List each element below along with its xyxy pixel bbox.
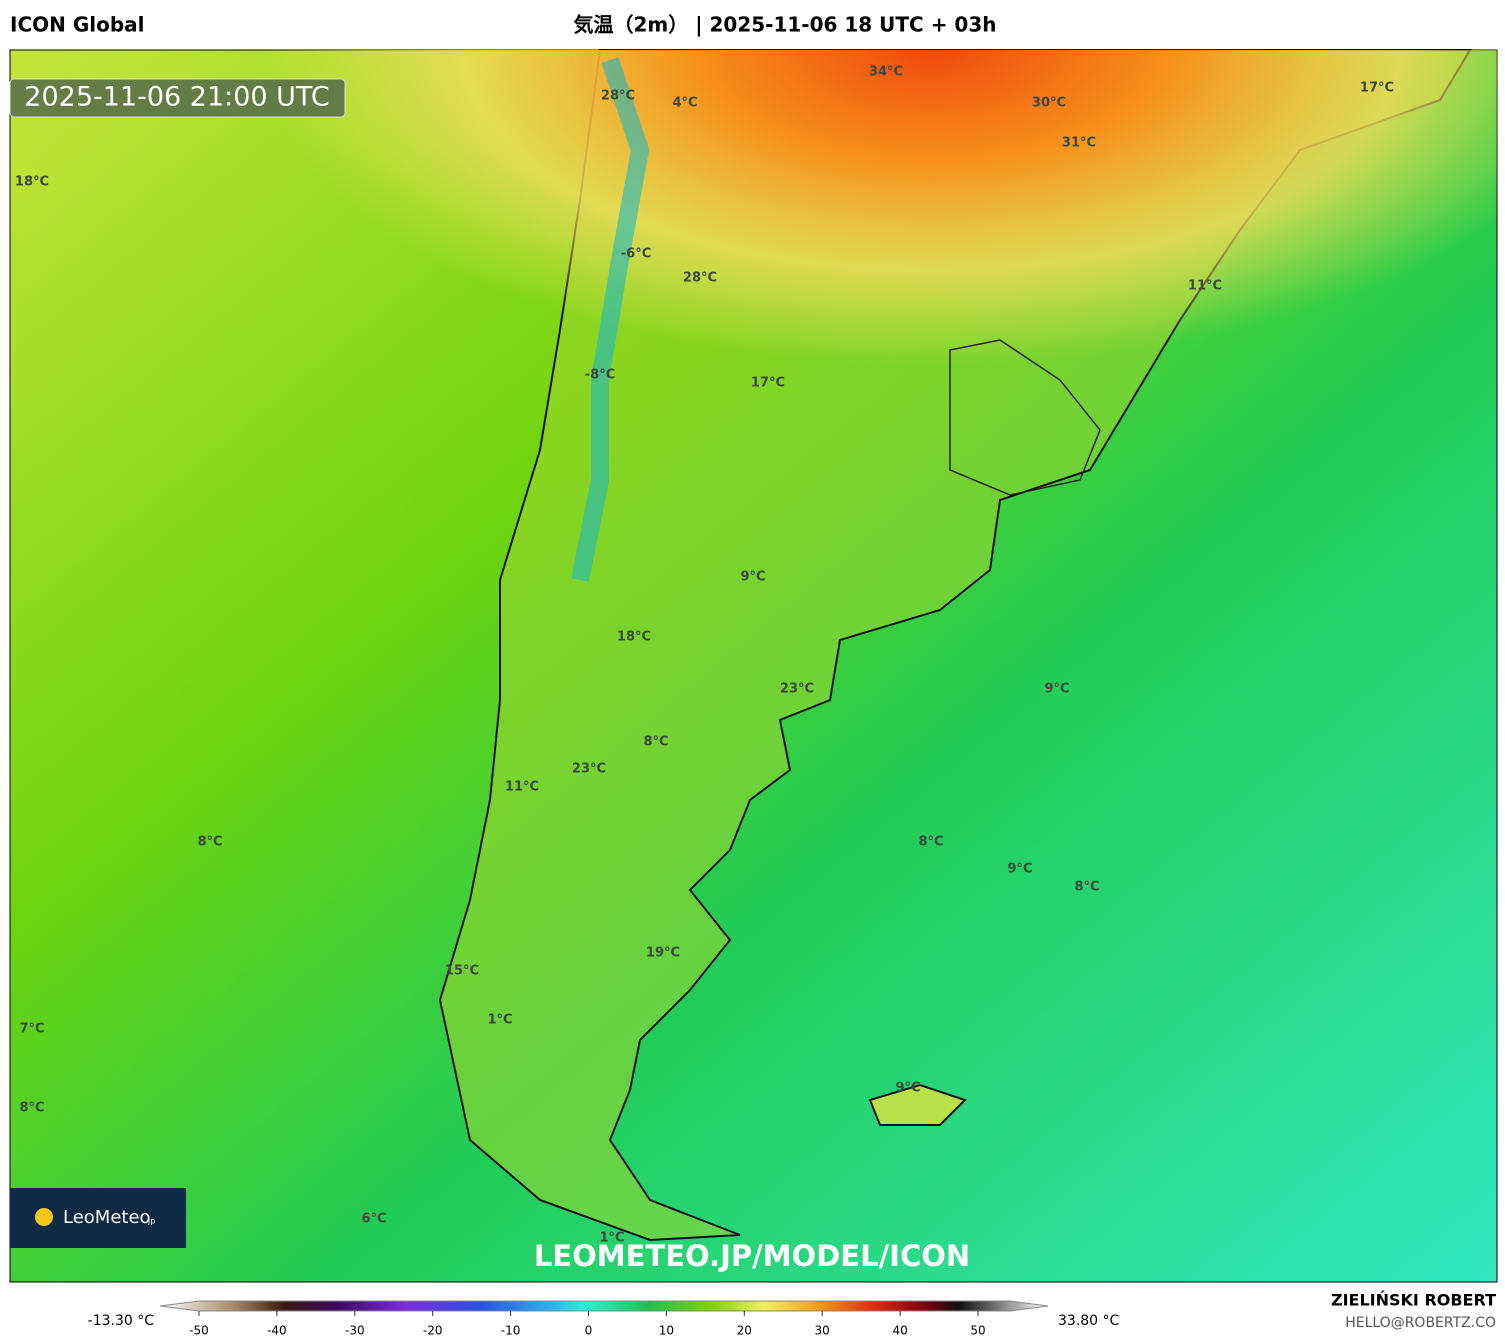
colorbar-gradient xyxy=(159,1300,1049,1312)
temperature-label: -8°C xyxy=(585,368,615,383)
contact: HELLO@ROBERTZ.CO xyxy=(1345,1315,1496,1331)
colorbar-tick-label: -50 xyxy=(189,1324,209,1338)
map-title: 気温（2m） | 2025-11-06 18 UTC + 03h xyxy=(574,13,997,37)
temperature-label: -6°C xyxy=(621,247,651,262)
timestamp: 2025-11-06 21:00 UTC xyxy=(24,82,329,113)
model-name: ICON Global xyxy=(10,13,145,37)
border xyxy=(949,339,1101,496)
colorbar-tick-label: -10 xyxy=(501,1324,521,1338)
colorbar-tick-label: 40 xyxy=(892,1324,907,1338)
colorbar-tick-label: 10 xyxy=(659,1324,674,1338)
temperature-label: 8°C xyxy=(918,835,943,850)
logo-name: LeoMeteo xyxy=(63,1207,151,1228)
logo-suffix: jp xyxy=(147,1217,155,1226)
temperature-label: 31°C xyxy=(1062,136,1096,151)
temperature-label: 28°C xyxy=(601,89,635,104)
colorbar-tick-label: 50 xyxy=(970,1324,985,1338)
andes xyxy=(571,57,650,582)
temperature-label: 19°C xyxy=(646,946,680,961)
temperature-label: 23°C xyxy=(572,762,606,777)
temperature-label: 8°C xyxy=(643,735,668,750)
temperature-label: 11°C xyxy=(1188,279,1222,294)
temperature-label: 17°C xyxy=(751,376,785,391)
temperature-label: 9°C xyxy=(1044,682,1069,697)
colorbar-tick-label: -20 xyxy=(423,1324,443,1338)
temperature-label: 18°C xyxy=(617,630,651,645)
colorbar-tick-label: -30 xyxy=(345,1324,365,1338)
colorbar-tick-label: 20 xyxy=(737,1324,752,1338)
colorbar-tick-label: 30 xyxy=(815,1324,830,1338)
temperature-label: 4°C xyxy=(672,96,697,111)
temperature-label: 28°C xyxy=(683,271,717,286)
temperature-label: 9°C xyxy=(740,570,765,585)
map: 2025-11-06 21:00 UTC 28°C 4°C 34°C 30°C 31°C… xyxy=(9,49,1498,1283)
watermark: LEOMETEO.JP/MODEL/ICON xyxy=(534,1239,970,1273)
temperature-label: 1°C xyxy=(599,1231,624,1246)
temperature-label: 17°C xyxy=(1360,81,1394,96)
temperature-label: 30°C xyxy=(1032,96,1066,111)
colorbar-tick-label: 0 xyxy=(585,1324,593,1338)
temperature-label: 7°C xyxy=(19,1022,44,1037)
colorbar-max: 33.80 °C xyxy=(1058,1313,1120,1329)
temperature-label: 18°C xyxy=(15,175,49,190)
temperature-label: 8°C xyxy=(1074,880,1099,895)
colorbar-tick-label: -40 xyxy=(267,1324,287,1338)
colorbar-min: -13.30 °C xyxy=(88,1313,155,1329)
islands xyxy=(868,1083,967,1126)
heat-overlay xyxy=(10,50,1497,750)
temperature-label: 9°C xyxy=(895,1081,920,1096)
temperature-label: 1°C xyxy=(487,1013,512,1028)
colorbar: -13.30 °C 33.80 °C -50 -40 -30 -20 -10 0 10 20 3… xyxy=(88,1300,1120,1338)
temperature-label: 11°C xyxy=(505,780,539,795)
temperature-label: 6°C xyxy=(361,1212,386,1227)
logo-sun xyxy=(35,1208,53,1226)
temperature-label: 8°C xyxy=(197,835,222,850)
temperature-label: 9°C xyxy=(1007,862,1032,877)
timestamp-box xyxy=(9,78,346,118)
temperature-label: 34°C xyxy=(869,65,903,80)
author: ZIELIŃSKI ROBERT xyxy=(1331,1291,1496,1310)
temperature-label: 15°C xyxy=(445,964,479,979)
temperature-label: 23°C xyxy=(780,682,814,697)
temperature-label: 8°C xyxy=(19,1101,44,1116)
temperature-labels: 28°C 4°C 34°C 30°C 31°C 17°C 18°C -6°C 28°C 11°C -… xyxy=(15,65,1394,1246)
